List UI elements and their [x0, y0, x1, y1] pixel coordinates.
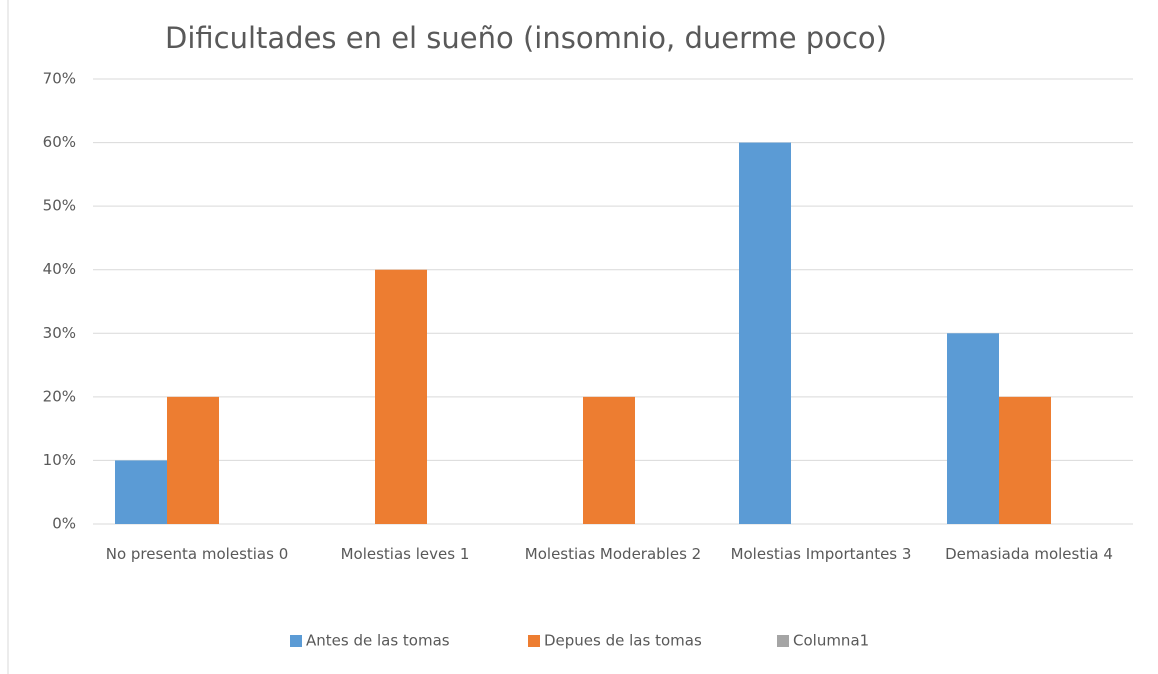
legend-label: Depues de las tomas: [544, 632, 702, 650]
y-tick-label: 70%: [43, 70, 76, 88]
legend-swatch: [528, 635, 540, 647]
y-tick-label: 10%: [43, 451, 76, 469]
x-tick-label: Molestias Moderables 2: [524, 545, 702, 563]
legend-label: Antes de las tomas: [306, 632, 450, 650]
bar: [115, 460, 167, 524]
y-tick-label: 20%: [43, 387, 76, 405]
bar: [167, 396, 219, 524]
bar: [999, 396, 1051, 524]
bar: [947, 333, 999, 524]
x-tick-label: Molestias leves 1: [340, 545, 470, 563]
y-tick-label: 50%: [43, 197, 76, 215]
legend-swatch: [290, 635, 302, 647]
y-tick-label: 60%: [43, 133, 76, 151]
x-tick-label: Demasiada molestia 4: [945, 545, 1113, 563]
bar: [583, 396, 635, 524]
bar: [739, 142, 791, 525]
bar: [375, 269, 427, 524]
x-tick-label: Molestias Importantes 3: [730, 545, 912, 563]
chart-title: Dificultades en el sueño (insomnio, duer…: [165, 21, 887, 55]
legend-label: Columna1: [793, 632, 869, 650]
y-tick-label: 40%: [43, 260, 76, 278]
legend-swatch: [777, 635, 789, 647]
y-tick-label: 30%: [43, 324, 76, 342]
y-tick-label: 0%: [52, 515, 76, 533]
x-tick-label: No presenta molestias 0: [105, 545, 289, 563]
